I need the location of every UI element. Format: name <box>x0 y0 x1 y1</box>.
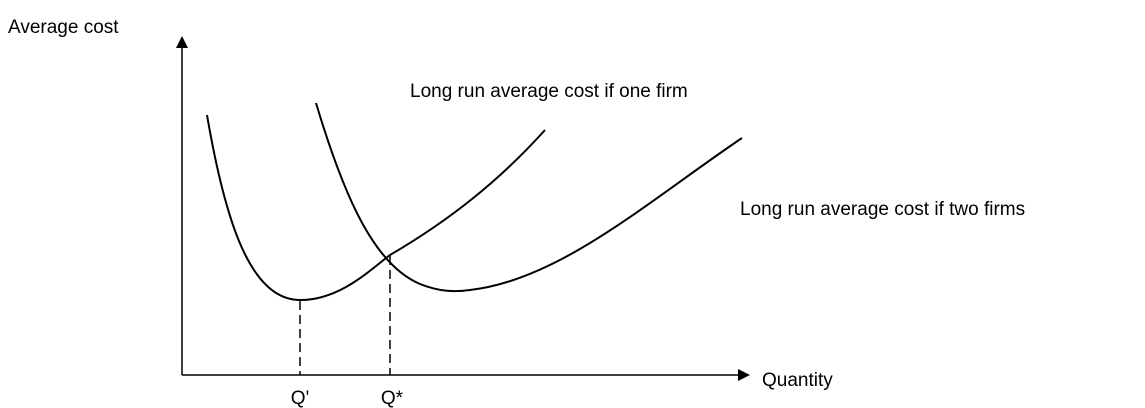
x-axis-label: Quantity <box>762 370 833 391</box>
one-firm-label: Long run average cost if one firm <box>410 81 688 102</box>
two-firms-curve <box>315 102 743 293</box>
two-firms-label: Long run average cost if two firms <box>740 199 1025 220</box>
q-star-label: Q* <box>381 388 404 408</box>
one-firm-curve <box>206 114 546 302</box>
y-axis-label: Average cost <box>8 17 119 38</box>
q-prime-label: Q' <box>291 388 309 408</box>
